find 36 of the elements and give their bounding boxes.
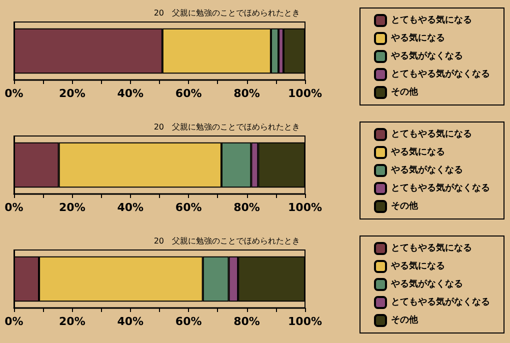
chart-title: 20 父親に勉強のことでほめられたとき — [154, 122, 300, 132]
legend-label: とてもやる気になる — [391, 14, 472, 26]
x-tick-label: 100% — [288, 201, 322, 214]
legend-label: とてもやる気になる — [391, 242, 472, 254]
legend-label: やる気がなくなる — [390, 50, 463, 62]
legend-label: やる気になる — [390, 260, 445, 272]
x-tick-label: 100% — [288, 315, 322, 328]
legend-label: その他 — [391, 200, 419, 212]
x-tick-label: 40% — [117, 201, 144, 214]
legend-label: とてもやる気になる — [391, 128, 472, 140]
chart-title: 20 父親に勉強のことでほめられたとき — [154, 8, 300, 18]
legend-label: その他 — [391, 314, 419, 326]
chart-title: 20 父親に勉強のことでほめられたとき — [154, 236, 300, 246]
x-tick-label: 20% — [59, 87, 86, 100]
legend-label: とてもやる気がなくなる — [391, 68, 490, 80]
x-tick-label: 20% — [59, 201, 86, 214]
x-tick-label: 60% — [175, 201, 202, 214]
x-tick-label: 60% — [175, 315, 202, 328]
x-tick-label: 0% — [4, 87, 24, 100]
x-tick-label: 20% — [59, 315, 86, 328]
x-tick-label: 0% — [4, 315, 24, 328]
x-tick-label: 40% — [117, 87, 144, 100]
x-tick-label: 80% — [234, 87, 260, 100]
legend-label: とてもやる気がなくなる — [391, 296, 490, 308]
x-tick-label: 40% — [117, 315, 144, 328]
legend-label: やる気になる — [390, 32, 445, 44]
legend-label: やる気になる — [390, 146, 445, 158]
x-tick-label: 100% — [288, 87, 322, 100]
legend-label: やる気がなくなる — [390, 164, 463, 176]
legend-label: その他 — [391, 86, 419, 98]
x-tick-label: 0% — [4, 201, 24, 214]
x-tick-label: 60% — [175, 87, 202, 100]
x-tick-label: 80% — [234, 201, 260, 214]
legend-label: とてもやる気がなくなる — [391, 182, 490, 194]
legend-label: やる気がなくなる — [390, 278, 463, 290]
x-tick-label: 80% — [234, 315, 260, 328]
